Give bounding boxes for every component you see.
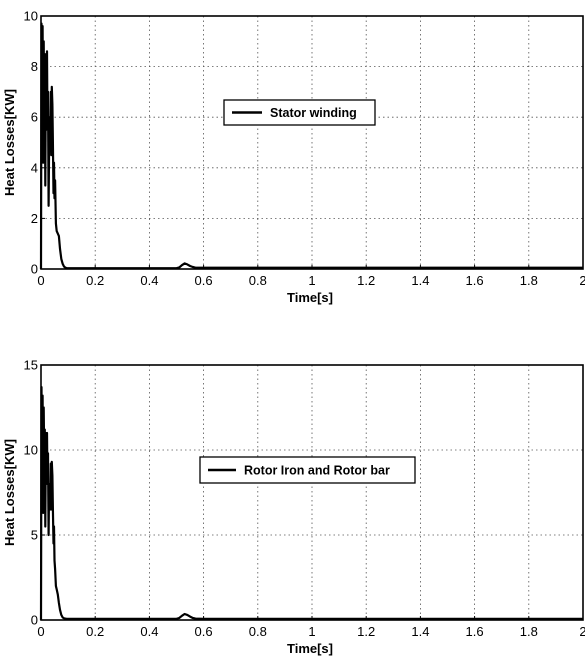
x-tick-label: 1.2 — [357, 624, 375, 639]
y-axis-label: Heat Losses[KW] — [2, 89, 17, 196]
x-tick-label: 1.6 — [466, 273, 484, 288]
y-tick-label: 2 — [31, 211, 38, 226]
x-tick-label: 2 — [579, 624, 585, 639]
x-tick-label: 2 — [579, 273, 585, 288]
y-tick-label: 15 — [24, 358, 38, 373]
chart-panel-1: 0 0.2 0.4 0.6 0.8 1 1.2 1.4 1.6 1.8 2 0 2 4 6 8 10 Time[s… — [2, 9, 585, 306]
legend-label: Rotor Iron and Rotor bar — [244, 464, 390, 478]
y-tick-label: 0 — [31, 613, 38, 628]
series-line-1 — [39, 22, 583, 270]
x-tick-label: 1.4 — [411, 624, 429, 639]
x-tick-label: 1.6 — [466, 624, 484, 639]
x-tick-label: 1.8 — [520, 624, 538, 639]
legend-label: Stator winding — [270, 106, 357, 120]
legend: Stator winding — [223, 99, 376, 126]
x-axis-label: Time[s] — [287, 290, 333, 305]
x-tick-label: 0.8 — [249, 624, 267, 639]
x-tick-label: 0 — [37, 273, 44, 288]
x-tick-label: 1.8 — [520, 273, 538, 288]
x-tick-label: 1 — [308, 273, 315, 288]
x-tick-label: 0.2 — [86, 273, 104, 288]
x-tick-label: 0.6 — [195, 624, 213, 639]
x-tick-label: 0.4 — [140, 273, 158, 288]
y-tick-label: 4 — [31, 160, 38, 175]
y-tick-label: 10 — [24, 443, 38, 458]
series-line-1 — [39, 386, 583, 621]
x-tick-label: 1.2 — [357, 273, 375, 288]
x-tick-label: 0.6 — [195, 273, 213, 288]
y-axis-label: Heat Losses[KW] — [2, 439, 17, 546]
y-tick-label: 5 — [31, 528, 38, 543]
legend: Rotor Iron and Rotor bar — [199, 456, 416, 484]
y-tick-label: 10 — [24, 9, 38, 24]
x-tick-label: 1 — [308, 624, 315, 639]
y-tick-label: 8 — [31, 59, 38, 74]
x-tick-label: 0.8 — [249, 273, 267, 288]
x-tick-label: 0.2 — [86, 624, 104, 639]
x-tick-label: 0 — [37, 624, 44, 639]
chart-panel-2: 0 0.2 0.4 0.6 0.8 1 1.2 1.4 1.6 1.8 2 0 5 10 15 Time[s]… — [2, 358, 585, 657]
y-tick-label: 6 — [31, 110, 38, 125]
x-axis-label: Time[s] — [287, 641, 333, 656]
y-tick-label: 0 — [31, 262, 38, 277]
x-tick-label: 1.4 — [411, 273, 429, 288]
x-tick-label: 0.4 — [140, 624, 158, 639]
